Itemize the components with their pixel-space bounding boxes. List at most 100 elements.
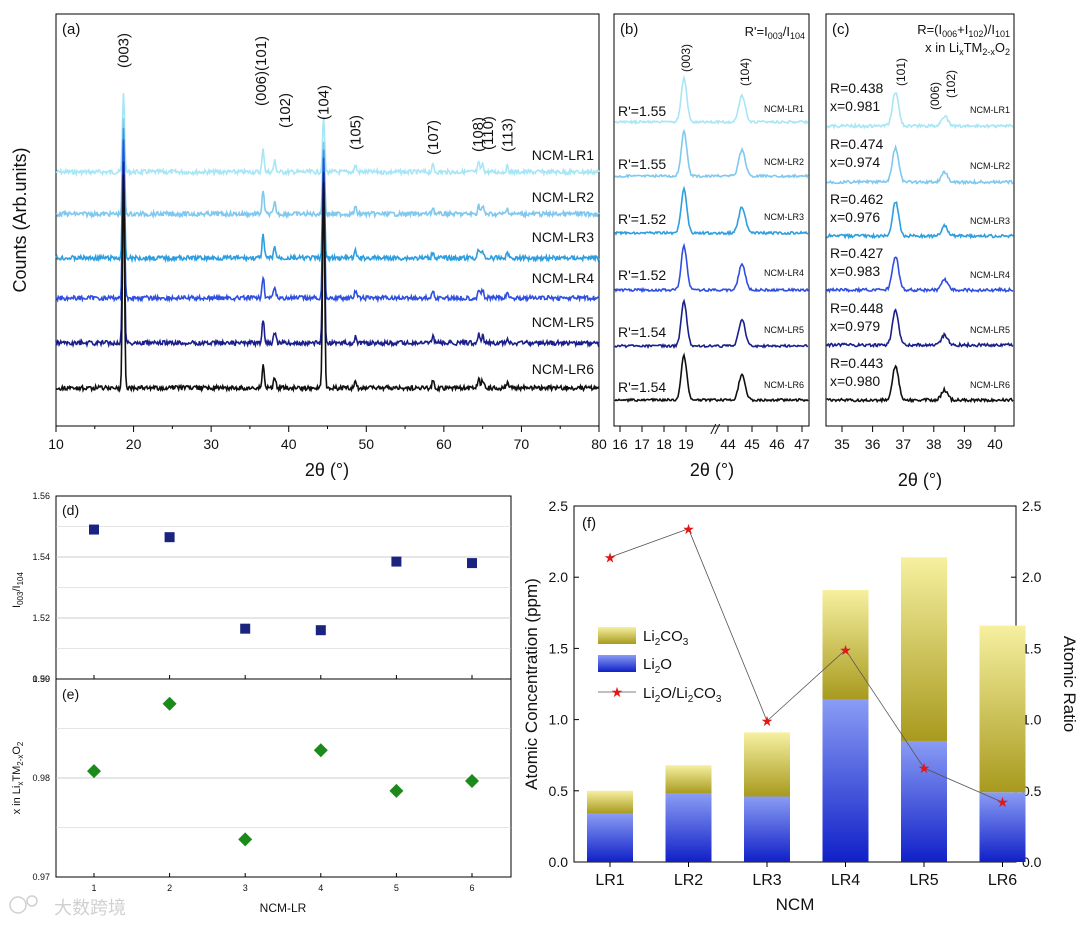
- panel-c-tick-label: 38: [926, 436, 942, 452]
- panel-e-axis: 0.99 0.98 0.97 1 2 3 4 5 6: [32, 674, 511, 893]
- panel-b-tick-label: 19: [678, 436, 694, 452]
- d-points-point: [467, 558, 477, 569]
- panel-b-labels: (003) (104) R'=1.55 NCM-LR1 R'=1.55 NCM-LR2 R'…: [618, 44, 804, 395]
- panel-a-ylabel: Counts (Arb.units): [10, 147, 30, 292]
- panel-f-bar-li2o: [901, 740, 947, 862]
- panel-a-xlabel: 2θ (°): [305, 460, 349, 480]
- panel-a: (a) Counts (Arb.units) 2θ (°) 10 20 30 40 50…: [10, 13, 607, 480]
- panel-a-trace-3: [55, 128, 600, 264]
- panel-c-sample-label: NCM-LR1: [970, 105, 1010, 115]
- panel-a-hkl-label: (105): [347, 115, 364, 150]
- panel-a-hkl-label: (113): [499, 118, 516, 152]
- panel-d-points: [89, 524, 477, 636]
- panel-f-bar-li2co3: [901, 557, 947, 741]
- panel-c-sample-label: NCM-LR3: [970, 216, 1010, 226]
- panel-c-tick-label: 35: [834, 436, 850, 452]
- panel-b-rprime: R'=1.52: [618, 211, 666, 227]
- panel-b-sample-label: NCM-LR4: [764, 268, 804, 278]
- e-points-ytick-label: 0.97: [32, 872, 50, 882]
- panel-f-xtick-label: LR1: [595, 872, 624, 889]
- e-points-xtick-label: 6: [469, 883, 474, 893]
- panel-c-x-value: x=0.980: [830, 373, 880, 389]
- panel-c-x-value: x=0.974: [830, 154, 880, 170]
- panel-a-trace-2: [55, 118, 600, 220]
- panel-a-hkl-label: (108): [470, 117, 487, 152]
- d-points-ytick-label: 1.56: [32, 491, 50, 501]
- panel-b-label: (b): [620, 21, 638, 38]
- panel-e-ylabel: x in LixTM2-xO2: [11, 741, 25, 814]
- panel-f-xtick-label: LR3: [752, 872, 781, 889]
- panel-f-bar-li2o: [744, 796, 790, 862]
- panel-f-y2tick-label: 2.0: [1022, 569, 1042, 585]
- panel-f-xtick-label: LR2: [674, 872, 703, 889]
- panel-b-sample-label: NCM-LR1: [764, 104, 804, 114]
- panel-f-y2label: Atomic Ratio: [1060, 636, 1079, 732]
- panel-a-trace-4: [55, 139, 600, 304]
- panel-b-traces: [614, 74, 809, 403]
- e-points-xtick-label: 3: [243, 883, 248, 893]
- panel-c-tick-label: 36: [865, 436, 881, 452]
- panel-b-tick-label: 46: [769, 436, 785, 452]
- e-points-xtick-label: 1: [91, 883, 96, 893]
- panel-a-sample-label: NCM-LR5: [532, 314, 594, 330]
- watermark-logo-icon: [9, 896, 27, 914]
- panel-c-formula: R=(I006+I102)/I101: [917, 22, 1010, 39]
- panel-c-xticks: 35 36 37 38 39 40: [834, 426, 1003, 452]
- panel-c-trace-6: [826, 364, 1014, 404]
- legend-label-li2o: Li2O: [643, 656, 672, 676]
- panel-c-x-value: x=0.976: [830, 209, 880, 225]
- legend-swatch-li2co3: [598, 627, 636, 644]
- panel-a-hkl-label: (104): [316, 85, 333, 120]
- panel-f-y2tick-label: 1.0: [1022, 712, 1042, 728]
- panel-b-trace-1: [614, 74, 809, 125]
- panel-a-tick-label: 60: [436, 436, 452, 452]
- panel-a-tick-label: 80: [591, 436, 607, 452]
- panel-c-sample-label: NCM-LR5: [970, 325, 1010, 335]
- panel-a-tick-label: 50: [358, 436, 374, 452]
- panel-c-xlabel: 2θ (°): [898, 470, 942, 490]
- panel-b-tick-label: 18: [656, 436, 672, 452]
- panel-f-ratio-star: ★: [918, 760, 931, 776]
- panel-f-xtick-label: LR5: [909, 872, 938, 889]
- panel-b-sample-label: NCM-LR6: [764, 380, 804, 390]
- panel-f-ylabel: Atomic Concentration (ppm): [522, 578, 541, 790]
- d-points-point: [164, 532, 175, 543]
- panel-a-label: (a): [62, 21, 80, 38]
- panel-f-bar-li2co3: [665, 765, 712, 794]
- panel-c-labels: (101) (006) (102) R=0.438 x=0.981 NCM-LR1 R=0.…: [830, 58, 1010, 390]
- panel-b-trace-5: [614, 298, 809, 350]
- panel-b-frame: [613, 13, 810, 427]
- panel-a-frame: [55, 13, 600, 427]
- legend-star-icon: ★: [611, 684, 624, 700]
- panel-c-tick-label: 37: [895, 436, 911, 452]
- d-points-ytick-label: 1.52: [32, 613, 50, 623]
- panel-f-bar-li2o: [665, 793, 712, 862]
- panel-c-tick-label: 39: [957, 436, 973, 452]
- panel-b-xlabel: 2θ (°): [690, 460, 734, 480]
- panel-f-legend: Li2CO3 Li2O ★ Li2O/Li2CO3: [598, 627, 722, 705]
- e-points-point: [465, 773, 479, 788]
- panel-b-formula: R'=I003/I104: [745, 24, 805, 41]
- panel-a-hkl-label: (110): [480, 116, 497, 150]
- panel-f-ratio-star: ★: [761, 713, 774, 729]
- panel-b-trace-3: [614, 185, 809, 237]
- panel-a-sample-label: NCM-LR3: [532, 229, 594, 245]
- e-points-point: [238, 832, 253, 847]
- panel-a-sample-label: NCM-LR4: [532, 270, 594, 286]
- panel-a-trace-6: [55, 174, 600, 393]
- e-points-xtick-label: 5: [394, 883, 399, 893]
- panel-c-label: (c): [832, 21, 850, 38]
- panel-f-ratio-star: ★: [682, 521, 695, 537]
- panel-f-bar-li2o: [979, 792, 1026, 862]
- e-points-point: [162, 696, 177, 711]
- panel-f-ytick-label: 2.5: [549, 498, 569, 514]
- panel-f-ratio-star: ★: [604, 549, 617, 565]
- panel-f-y2tick-label: 0.5: [1022, 783, 1042, 799]
- panel-a-hkl-label: (006)(101): [253, 36, 270, 106]
- panel-d: (d) I003/I104 1.56 1.54 1.52 1.50: [11, 491, 512, 684]
- d-points-point: [391, 556, 402, 567]
- panel-f-ratio-path: [609, 528, 1003, 803]
- panel-f-bar-li2co3: [744, 732, 790, 797]
- panel-c-r-value: R=0.427: [830, 245, 884, 261]
- panel-b-xticks: 16 17 18 19 44 45 46 47 //: [612, 421, 810, 452]
